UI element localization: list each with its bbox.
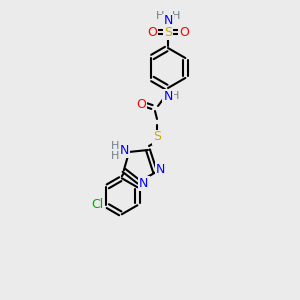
Text: S: S	[153, 130, 161, 143]
Text: O: O	[179, 26, 189, 38]
Text: S: S	[164, 26, 172, 38]
Text: H: H	[156, 11, 164, 21]
Text: Cl: Cl	[91, 198, 104, 211]
Text: H: H	[172, 11, 180, 21]
Text: N: N	[163, 14, 173, 28]
Text: N: N	[163, 89, 173, 103]
Text: H: H	[111, 141, 119, 151]
Text: H: H	[171, 91, 179, 101]
Text: O: O	[136, 98, 146, 110]
Text: O: O	[147, 26, 157, 38]
Text: N: N	[119, 145, 129, 158]
Text: H: H	[111, 151, 119, 161]
Text: N: N	[139, 178, 148, 190]
Text: N: N	[156, 163, 165, 176]
